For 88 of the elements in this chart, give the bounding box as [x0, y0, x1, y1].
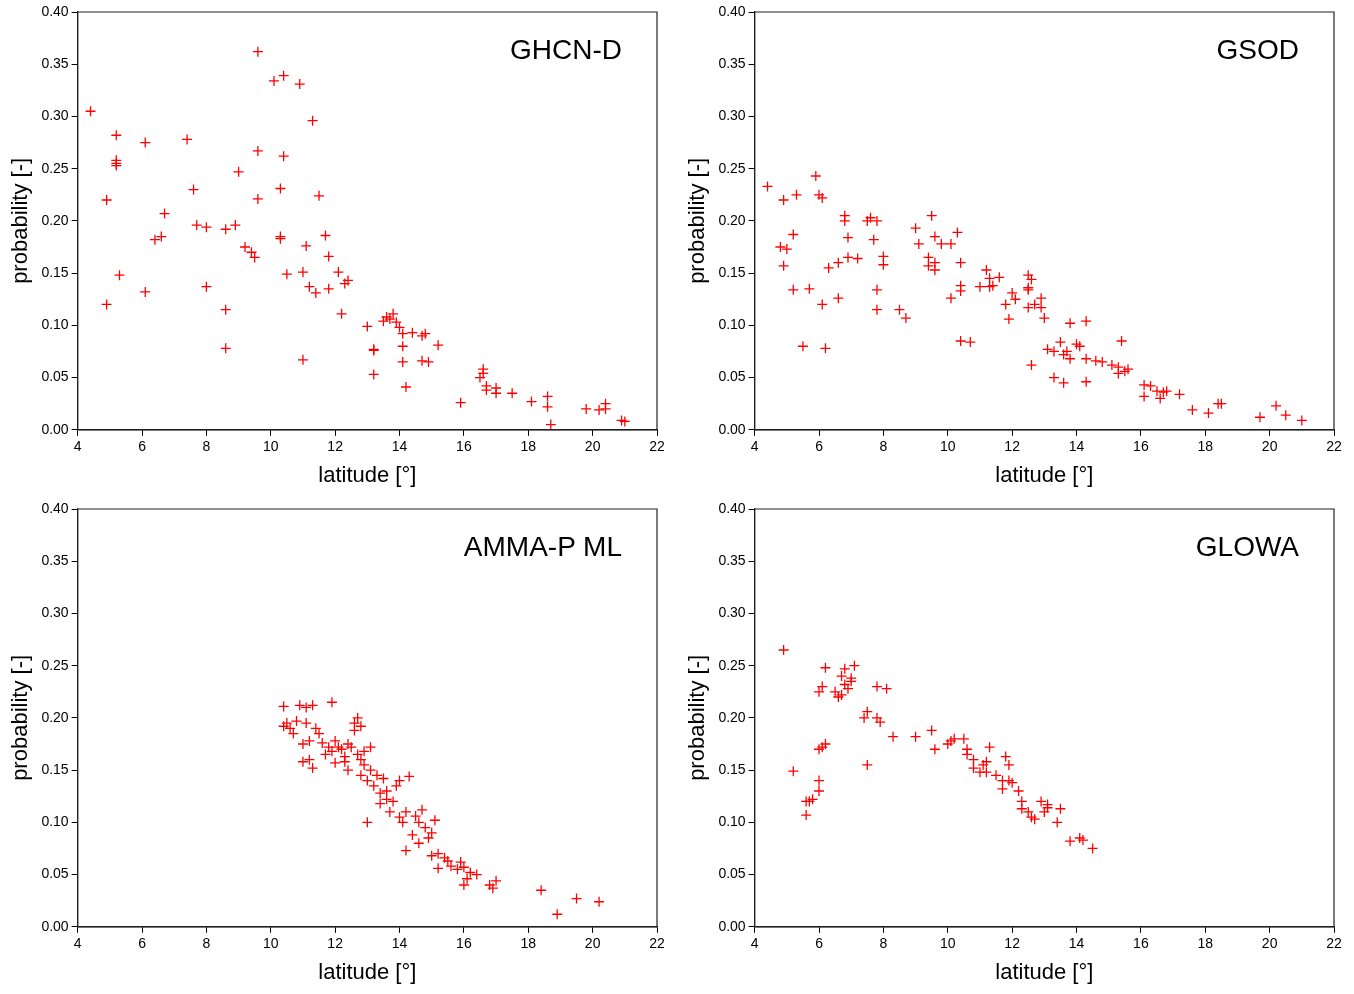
x-tick-label: 12	[327, 438, 344, 455]
y-tick-label: 0.30	[718, 107, 746, 124]
y-axis-title: probability [-]	[684, 157, 710, 284]
x-tick-label: 10	[262, 438, 279, 455]
x-tick-label: 22	[649, 935, 665, 952]
x-axis-title: latitude [°]	[995, 958, 1094, 984]
y-tick-label: 0.30	[41, 107, 69, 124]
y-tick-label: 0.20	[41, 708, 69, 725]
x-tick-label: 20	[1261, 935, 1278, 952]
x-tick-label: 20	[1261, 438, 1278, 455]
annotation: GLOWA	[1195, 530, 1300, 562]
x-tick-label: 16	[1133, 438, 1149, 455]
annotation: AMMA-P ML	[463, 530, 622, 562]
y-tick-label: 0.30	[41, 604, 69, 621]
y-tick-label: 0.40	[41, 499, 69, 516]
y-tick-label: 0.10	[41, 813, 69, 830]
x-tick-label: 18	[520, 935, 537, 952]
x-tick-label: 14	[1068, 438, 1085, 455]
y-axis-title: probability [-]	[7, 654, 33, 781]
x-tick-label: 18	[1197, 438, 1214, 455]
x-tick-label: 8	[202, 935, 211, 952]
x-tick-label: 16	[456, 438, 472, 455]
x-axis-title: latitude [°]	[318, 461, 417, 487]
x-tick-label: 6	[815, 935, 824, 952]
x-tick-label: 22	[649, 438, 665, 455]
y-tick-label: 0.15	[718, 263, 746, 280]
x-tick-label: 6	[138, 935, 147, 952]
y-tick-label: 0.10	[718, 316, 746, 333]
y-axis-title: probability [-]	[7, 157, 33, 284]
y-tick-label: 0.25	[41, 656, 69, 673]
y-tick-label: 0.25	[718, 159, 746, 176]
x-tick-label: 8	[879, 438, 888, 455]
x-tick-label: 16	[1133, 935, 1149, 952]
annotation: GSOD	[1216, 33, 1299, 65]
x-tick-label: 14	[391, 935, 408, 952]
y-tick-label: 0.15	[41, 760, 69, 777]
x-tick-label: 14	[391, 438, 408, 455]
y-tick-label: 0.00	[718, 917, 746, 934]
y-tick-label: 0.00	[41, 420, 69, 437]
y-tick-label: 0.00	[41, 917, 69, 934]
y-tick-label: 0.05	[41, 368, 69, 385]
x-tick-label: 16	[456, 935, 472, 952]
x-tick-label: 12	[1004, 438, 1021, 455]
y-tick-label: 0.20	[41, 211, 69, 228]
x-tick-label: 6	[815, 438, 824, 455]
x-tick-label: 10	[939, 438, 956, 455]
y-tick-label: 0.20	[718, 211, 746, 228]
x-tick-label: 10	[939, 935, 956, 952]
y-tick-label: 0.35	[41, 55, 69, 72]
x-tick-label: 14	[1068, 935, 1085, 952]
x-tick-label: 8	[202, 438, 211, 455]
y-tick-label: 0.05	[41, 865, 69, 882]
x-tick-label: 22	[1326, 935, 1342, 952]
y-tick-label: 0.00	[718, 420, 746, 437]
x-axis-title: latitude [°]	[318, 958, 417, 984]
y-tick-label: 0.25	[718, 656, 746, 673]
y-tick-label: 0.05	[718, 368, 746, 385]
x-tick-label: 8	[879, 935, 888, 952]
y-tick-label: 0.10	[718, 813, 746, 830]
y-tick-label: 0.35	[718, 55, 746, 72]
y-tick-label: 0.05	[718, 865, 746, 882]
x-tick-label: 18	[1197, 935, 1214, 952]
x-axis-title: latitude [°]	[995, 461, 1094, 487]
x-tick-label: 4	[73, 438, 82, 455]
y-tick-label: 0.35	[718, 552, 746, 569]
y-tick-label: 0.15	[41, 263, 69, 280]
x-tick-label: 10	[262, 935, 279, 952]
x-tick-label: 12	[1004, 935, 1021, 952]
y-tick-label: 0.15	[718, 760, 746, 777]
y-tick-label: 0.25	[41, 159, 69, 176]
x-tick-label: 12	[327, 935, 344, 952]
annotation: GHCN-D	[510, 33, 622, 65]
x-tick-label: 20	[584, 438, 601, 455]
y-tick-label: 0.10	[41, 316, 69, 333]
x-tick-label: 4	[73, 935, 82, 952]
y-axis-title: probability [-]	[684, 654, 710, 781]
x-tick-label: 22	[1326, 438, 1342, 455]
x-tick-label: 4	[750, 935, 759, 952]
y-tick-label: 0.40	[718, 2, 746, 19]
y-tick-label: 0.20	[718, 708, 746, 725]
y-tick-label: 0.40	[718, 499, 746, 516]
y-tick-label: 0.35	[41, 552, 69, 569]
y-tick-label: 0.40	[41, 2, 69, 19]
x-tick-label: 6	[138, 438, 147, 455]
y-tick-label: 0.30	[718, 604, 746, 621]
x-tick-label: 4	[750, 438, 759, 455]
x-tick-label: 18	[520, 438, 537, 455]
x-tick-label: 20	[584, 935, 601, 952]
